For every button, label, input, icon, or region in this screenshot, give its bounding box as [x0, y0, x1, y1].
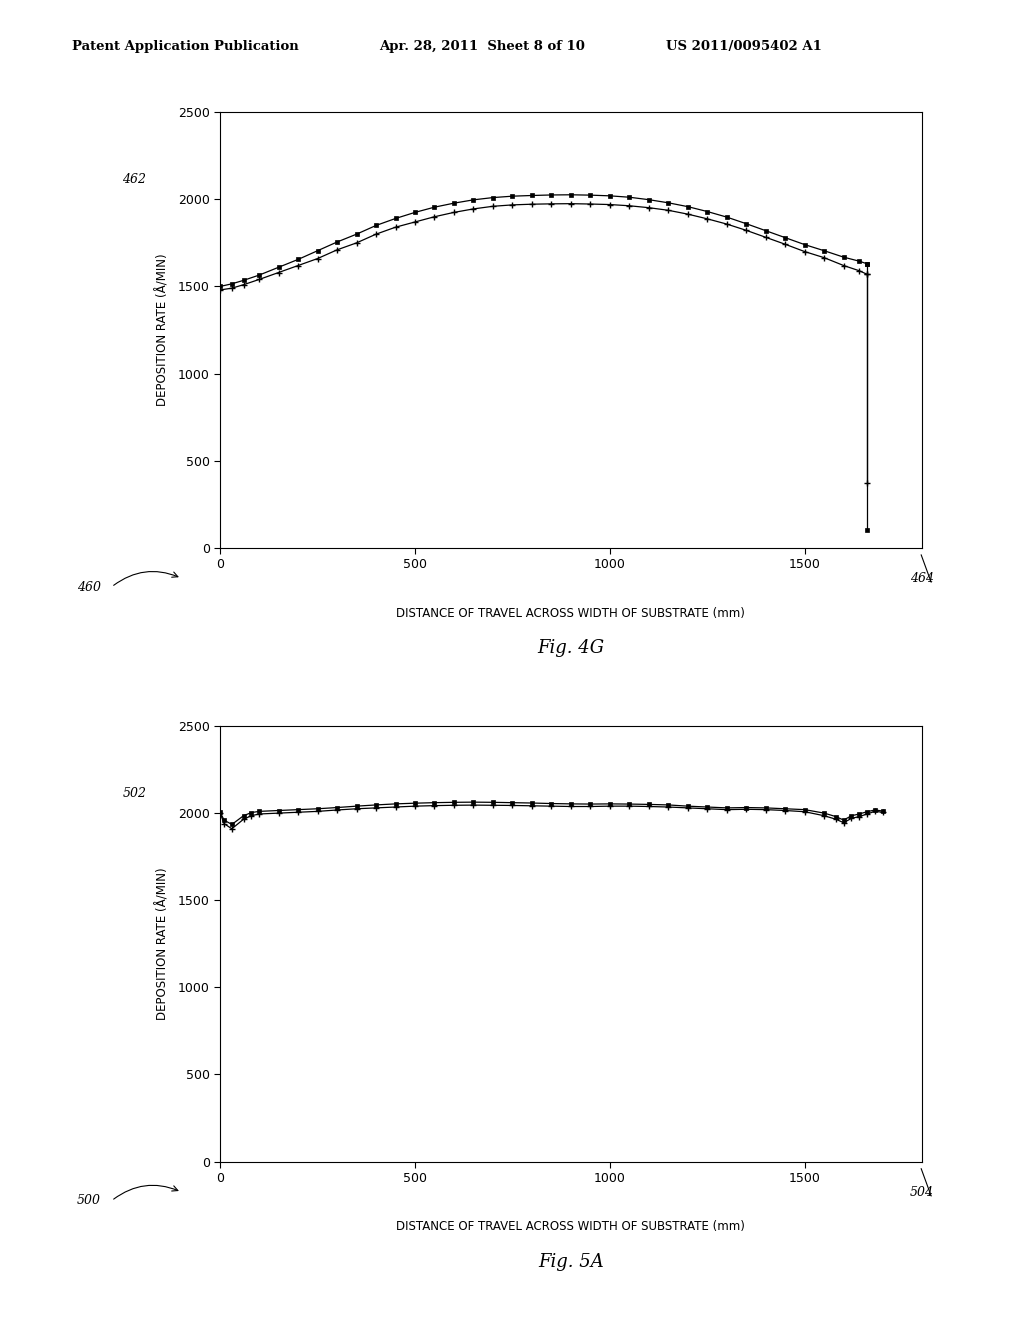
Text: Patent Application Publication: Patent Application Publication — [72, 40, 298, 53]
Y-axis label: DEPOSITION RATE (Å/MIN): DEPOSITION RATE (Å/MIN) — [156, 253, 170, 407]
Text: 504: 504 — [909, 1185, 934, 1199]
Text: Fig. 5A: Fig. 5A — [538, 1253, 604, 1271]
Text: 500: 500 — [77, 1195, 101, 1208]
Text: DISTANCE OF TRAVEL ACROSS WIDTH OF SUBSTRATE (mm): DISTANCE OF TRAVEL ACROSS WIDTH OF SUBST… — [396, 1221, 745, 1233]
Text: 464: 464 — [909, 572, 934, 585]
Text: Apr. 28, 2011  Sheet 8 of 10: Apr. 28, 2011 Sheet 8 of 10 — [379, 40, 585, 53]
Text: US 2011/0095402 A1: US 2011/0095402 A1 — [666, 40, 821, 53]
Text: 502: 502 — [123, 787, 146, 800]
Text: 462: 462 — [123, 173, 146, 186]
Y-axis label: DEPOSITION RATE (Å/MIN): DEPOSITION RATE (Å/MIN) — [156, 867, 170, 1020]
Text: 460: 460 — [77, 581, 101, 594]
Text: DISTANCE OF TRAVEL ACROSS WIDTH OF SUBSTRATE (mm): DISTANCE OF TRAVEL ACROSS WIDTH OF SUBST… — [396, 607, 745, 619]
Text: Fig. 4G: Fig. 4G — [538, 639, 604, 657]
